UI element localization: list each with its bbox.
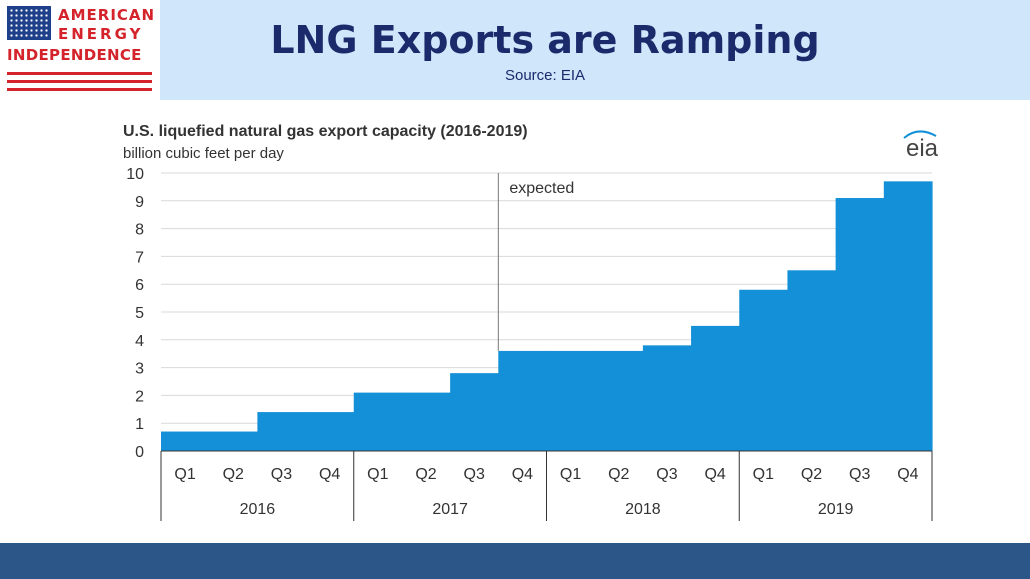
quarter-label: Q2 bbox=[801, 466, 822, 483]
capacity-step bbox=[883, 181, 933, 451]
year-label: 2018 bbox=[625, 501, 661, 518]
y-tick-label: 3 bbox=[135, 361, 144, 378]
capacity-step bbox=[401, 392, 451, 451]
quarter-label: Q1 bbox=[753, 466, 774, 483]
lng-capacity-chart: U.S. liquefied natural gas export capaci… bbox=[123, 123, 939, 521]
capacity-step bbox=[739, 289, 789, 451]
logo-line-2: ENERGY bbox=[58, 25, 144, 43]
logo-stripe bbox=[7, 72, 152, 75]
quarter-label: Q2 bbox=[415, 466, 436, 483]
capacity-step bbox=[594, 350, 644, 451]
quarter-label: Q3 bbox=[849, 466, 870, 483]
quarter-label: Q4 bbox=[319, 466, 340, 483]
logo-line-3: INDEPENDENCE bbox=[7, 46, 142, 64]
y-tick-label: 10 bbox=[126, 166, 144, 183]
chart-title: U.S. liquefied natural gas export capaci… bbox=[123, 123, 528, 140]
eia-logo-swoosh bbox=[903, 130, 937, 139]
us-flag-icon bbox=[7, 6, 51, 40]
year-label: 2019 bbox=[818, 501, 854, 518]
logo-line-1: AMERICAN bbox=[58, 6, 156, 24]
quarter-label: Q3 bbox=[271, 466, 292, 483]
expected-label: expected bbox=[509, 180, 574, 197]
capacity-step bbox=[546, 350, 596, 451]
y-tick-label: 4 bbox=[135, 333, 144, 350]
quarter-label: Q3 bbox=[464, 466, 485, 483]
header-band bbox=[0, 0, 1030, 100]
capacity-step bbox=[450, 373, 499, 451]
capacity-step bbox=[161, 431, 210, 451]
year-label: 2017 bbox=[432, 501, 468, 518]
quarter-label: Q1 bbox=[367, 466, 388, 483]
chart-subtitle: billion cubic feet per day bbox=[123, 145, 284, 162]
capacity-step bbox=[691, 325, 740, 451]
marks bbox=[161, 181, 933, 451]
quarter-label: Q2 bbox=[223, 466, 244, 483]
quarter-label: Q4 bbox=[704, 466, 725, 483]
quarter-label: Q2 bbox=[608, 466, 629, 483]
slide-title: LNG Exports are Ramping bbox=[270, 18, 820, 62]
y-tick-label: 6 bbox=[135, 277, 144, 294]
annotation: expected bbox=[497, 173, 574, 351]
year-label: 2016 bbox=[240, 501, 276, 518]
y-axis: 0 1 2 3 4 5 6 7 8 9 10 bbox=[126, 166, 144, 461]
y-tick-label: 8 bbox=[135, 222, 144, 239]
capacity-step bbox=[257, 412, 307, 451]
y-tick-label: 5 bbox=[135, 305, 144, 322]
logo-stripe bbox=[7, 80, 152, 83]
y-tick-label: 9 bbox=[135, 194, 144, 211]
y-tick-label: 7 bbox=[135, 249, 144, 266]
capacity-step bbox=[353, 392, 403, 451]
capacity-step bbox=[305, 412, 355, 451]
capacity-step bbox=[787, 270, 837, 451]
quarter-label: Q3 bbox=[656, 466, 677, 483]
x-axis: Q1 Q2 Q3 Q4 Q1 Q2 Q3 Q4 Q1 Q2 Q3 Q4 Q1 Q2 Q3 Q4 2016 2017… bbox=[160, 450, 933, 521]
quarter-label: Q4 bbox=[512, 466, 533, 483]
capacity-step bbox=[498, 350, 548, 451]
brand-logo: AMERICAN ENERGY INDEPENDENCE bbox=[0, 0, 160, 100]
y-tick-label: 1 bbox=[135, 416, 144, 433]
capacity-step bbox=[835, 198, 885, 451]
quarter-label: Q1 bbox=[560, 466, 581, 483]
logo-stripe bbox=[7, 88, 152, 91]
footer-band bbox=[0, 543, 1030, 579]
capacity-step bbox=[209, 431, 258, 451]
quarter-label: Q1 bbox=[174, 466, 195, 483]
slide-source: Source: EIA bbox=[504, 67, 586, 84]
y-tick-label: 2 bbox=[135, 388, 144, 405]
eia-logo: eia bbox=[906, 135, 939, 162]
y-tick-label: 0 bbox=[135, 444, 144, 461]
capacity-step bbox=[642, 345, 692, 451]
quarter-label: Q4 bbox=[897, 466, 918, 483]
